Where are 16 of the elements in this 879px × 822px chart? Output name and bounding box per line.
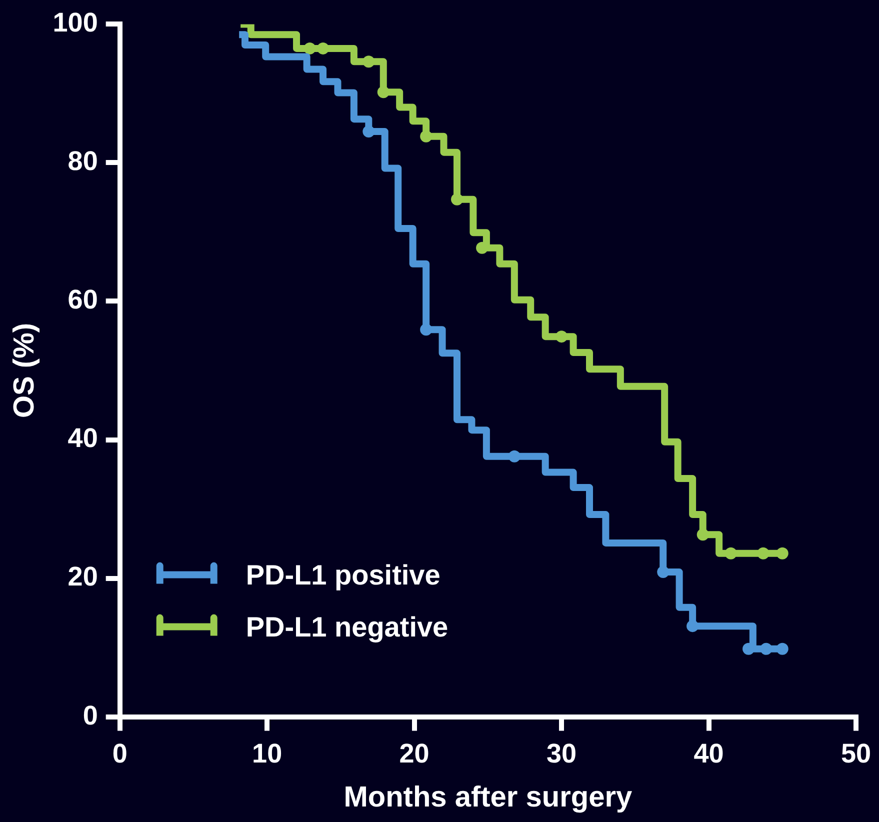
x-tick-label: 20 [399, 738, 430, 768]
y-tick-label: 20 [68, 562, 98, 592]
y-tick-label: 100 [52, 8, 98, 38]
y-axis-title: OS (%) [8, 322, 40, 418]
y-tick-label: 0 [82, 700, 98, 730]
legend-label: PD-L1 negative [246, 612, 448, 643]
y-tick-label: 80 [68, 146, 98, 176]
x-tick-label: 0 [112, 738, 128, 768]
x-tick-label: 30 [546, 738, 577, 768]
x-tick-label: 40 [694, 738, 724, 768]
x-tick-label: 10 [252, 738, 282, 768]
x-axis-title: Months after surgery [344, 782, 632, 814]
legend-label: PD-L1 positive [246, 560, 440, 591]
x-tick-label: 50 [840, 738, 872, 768]
y-tick-label: 40 [68, 423, 98, 454]
y-tick-label: 60 [68, 284, 98, 315]
